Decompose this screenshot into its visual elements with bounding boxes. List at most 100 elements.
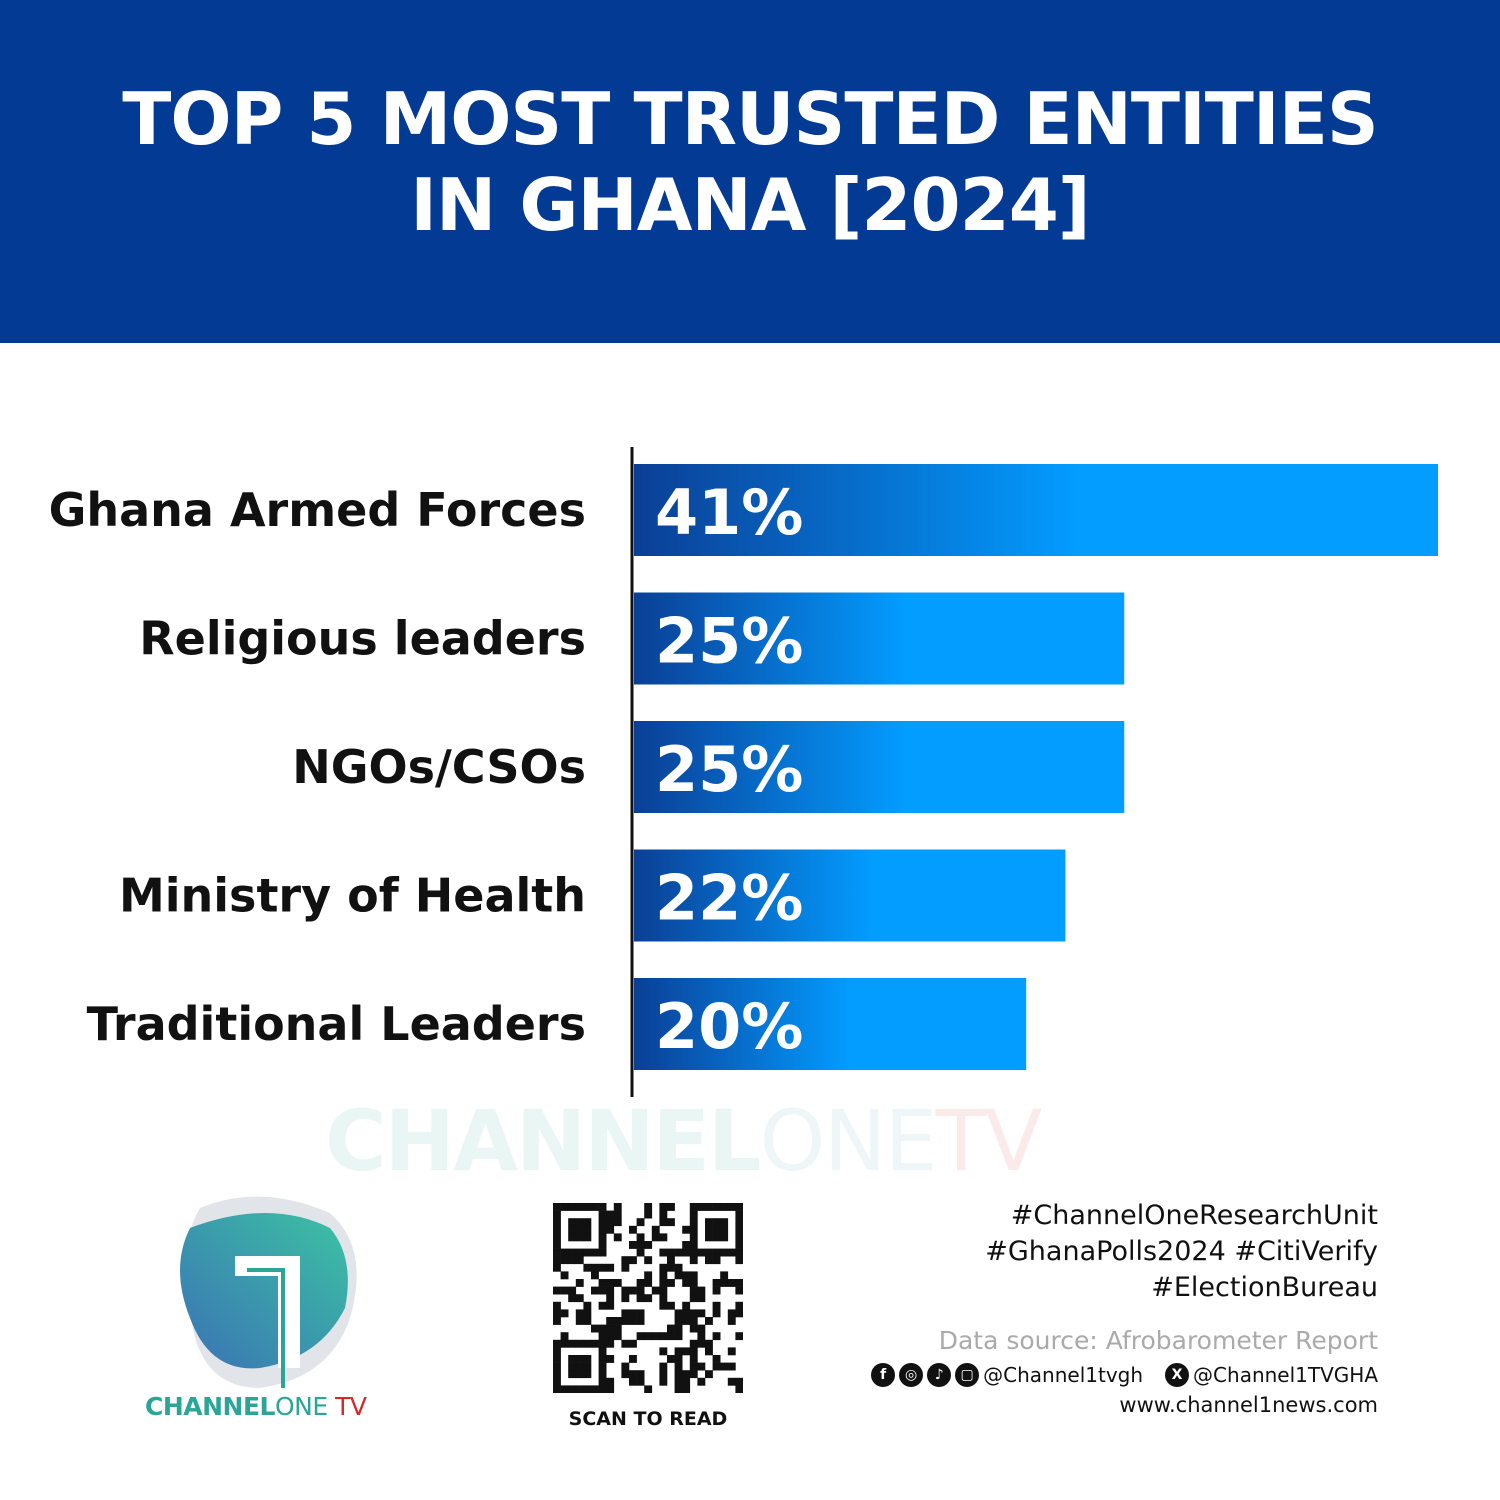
qr-module bbox=[697, 1294, 706, 1303]
qr-module bbox=[712, 1301, 721, 1310]
qr-module bbox=[644, 1203, 653, 1211]
qr-module bbox=[568, 1233, 577, 1242]
qr-module bbox=[598, 1225, 607, 1234]
tiktok-icon[interactable]: ♪ bbox=[927, 1363, 952, 1387]
qr-module bbox=[667, 1248, 675, 1257]
qr-module bbox=[636, 1309, 645, 1318]
qr-module bbox=[553, 1355, 561, 1363]
qr-module bbox=[735, 1256, 743, 1265]
qr-module bbox=[553, 1301, 561, 1310]
x-icon[interactable]: X bbox=[1165, 1363, 1190, 1387]
youtube-icon[interactable]: ▢ bbox=[955, 1363, 980, 1387]
qr-module bbox=[705, 1233, 713, 1242]
qr-module bbox=[591, 1385, 599, 1393]
qr-module bbox=[689, 1309, 698, 1318]
qr-module bbox=[598, 1347, 607, 1356]
qr-module bbox=[606, 1263, 615, 1272]
data-label: 20% bbox=[655, 990, 803, 1063]
qr-module bbox=[553, 1370, 561, 1379]
qr-module bbox=[712, 1225, 721, 1234]
qr-module bbox=[621, 1256, 630, 1265]
bar bbox=[634, 978, 1027, 1070]
qr-module bbox=[735, 1279, 743, 1287]
qr-module bbox=[682, 1271, 691, 1280]
data-label: 22% bbox=[655, 862, 803, 935]
qr-module bbox=[629, 1377, 637, 1386]
qr-module bbox=[553, 1309, 561, 1318]
qr-module bbox=[553, 1210, 561, 1219]
bar bbox=[634, 849, 1066, 942]
qr-module bbox=[553, 1339, 561, 1348]
qr-module bbox=[560, 1248, 569, 1257]
qr-module bbox=[636, 1286, 645, 1295]
qr-module bbox=[659, 1294, 668, 1303]
qr-module bbox=[674, 1309, 683, 1318]
qr-module bbox=[682, 1317, 691, 1325]
qr-module bbox=[712, 1248, 721, 1257]
qr-module bbox=[636, 1279, 645, 1287]
qr-module bbox=[560, 1339, 569, 1348]
qr-module bbox=[659, 1347, 668, 1356]
qr-module bbox=[583, 1385, 592, 1393]
qr-module bbox=[689, 1241, 698, 1249]
qr-module bbox=[689, 1339, 698, 1348]
watermark: CHANNELONETV bbox=[325, 1092, 1042, 1190]
qr-module bbox=[560, 1332, 569, 1341]
qr-module bbox=[636, 1332, 645, 1341]
qr-module bbox=[689, 1294, 698, 1303]
qr-module bbox=[644, 1241, 653, 1249]
qr-module bbox=[644, 1271, 653, 1280]
qr-module bbox=[568, 1218, 577, 1227]
qr-module bbox=[606, 1218, 615, 1227]
qr-module bbox=[560, 1286, 569, 1295]
qr-module bbox=[575, 1339, 584, 1348]
qr-module bbox=[598, 1324, 607, 1333]
qr-module bbox=[644, 1332, 653, 1341]
qr-module bbox=[613, 1233, 622, 1242]
instagram-icon[interactable]: ◎ bbox=[899, 1363, 924, 1387]
qr-module bbox=[553, 1385, 561, 1393]
qr-module bbox=[689, 1248, 698, 1257]
qr-module bbox=[735, 1225, 743, 1234]
qr-module bbox=[575, 1317, 584, 1325]
qr-module bbox=[598, 1385, 607, 1393]
qr-module bbox=[621, 1286, 630, 1295]
qr-module bbox=[727, 1347, 736, 1356]
website-link[interactable]: www.channel1news.com bbox=[1119, 1393, 1378, 1417]
qr-module bbox=[636, 1233, 645, 1242]
qr-module bbox=[606, 1385, 615, 1393]
qr-code[interactable] bbox=[553, 1203, 743, 1393]
qr-module bbox=[659, 1370, 668, 1379]
qr-module bbox=[712, 1203, 721, 1211]
qr-module bbox=[682, 1347, 691, 1356]
qr-module bbox=[727, 1279, 736, 1287]
qr-module bbox=[636, 1377, 645, 1386]
qr-module bbox=[613, 1203, 622, 1211]
qr-module bbox=[651, 1225, 660, 1234]
qr-module bbox=[705, 1347, 713, 1356]
qr-module bbox=[560, 1256, 569, 1265]
qr-module bbox=[674, 1377, 683, 1386]
qr-module bbox=[583, 1362, 592, 1371]
facebook-icon[interactable]: f bbox=[871, 1363, 896, 1387]
qr-module bbox=[575, 1279, 584, 1287]
qr-module bbox=[705, 1370, 713, 1379]
qr-module bbox=[575, 1385, 584, 1393]
qr-module bbox=[560, 1203, 569, 1211]
qr-module bbox=[735, 1218, 743, 1227]
qr-module bbox=[553, 1362, 561, 1371]
qr-module bbox=[674, 1271, 683, 1280]
qr-module bbox=[636, 1241, 645, 1249]
qr-module bbox=[735, 1248, 743, 1257]
qr-module bbox=[583, 1355, 592, 1363]
qr-module bbox=[689, 1218, 698, 1227]
qr-module bbox=[682, 1301, 691, 1310]
qr-module bbox=[598, 1233, 607, 1242]
qr-module bbox=[598, 1279, 607, 1287]
handle[interactable]: @Channel1TVGHA bbox=[1193, 1363, 1378, 1387]
qr-module bbox=[560, 1271, 569, 1280]
qr-module bbox=[705, 1317, 713, 1325]
qr-module bbox=[689, 1370, 698, 1379]
handle[interactable]: @Channel1tvgh bbox=[983, 1363, 1144, 1387]
qr-module bbox=[636, 1370, 645, 1379]
